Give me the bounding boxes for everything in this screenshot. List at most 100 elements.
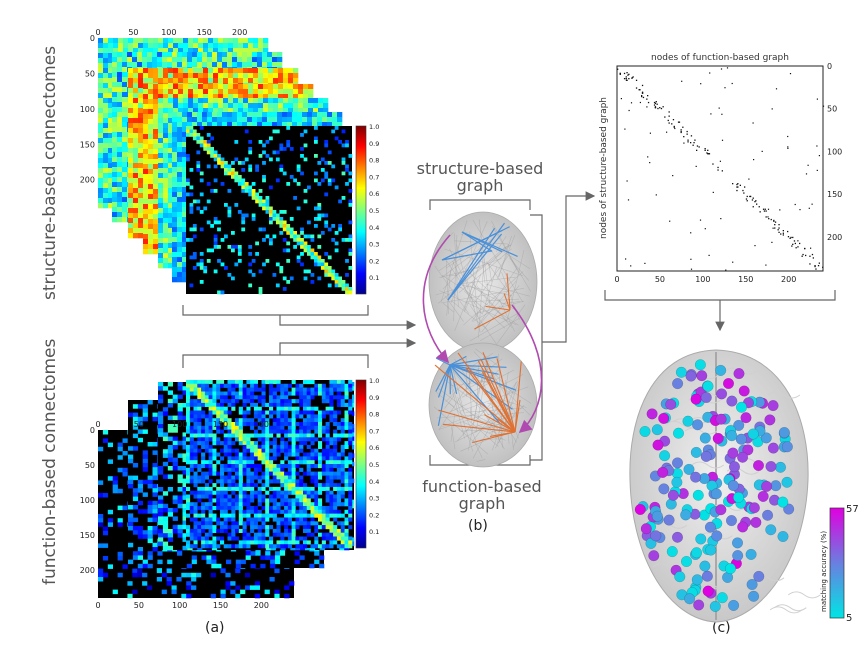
brain-node (665, 398, 677, 410)
function-highlight-edge (449, 364, 507, 368)
brain-node (753, 570, 765, 582)
graph-to-matrix-arrow (542, 191, 596, 343)
function-graph-edge (460, 430, 479, 432)
matrix-dot (653, 104, 656, 106)
brain-node (700, 391, 712, 404)
function-graph-edge (505, 379, 514, 450)
matching-matrix-frame (616, 65, 824, 272)
structure-graph-edge (463, 252, 484, 311)
function-graph-edge (450, 381, 487, 386)
structure-graph-edge (476, 285, 508, 322)
brain-node (680, 509, 692, 521)
matrix-dot (808, 207, 810, 209)
structure-brain-outline (428, 211, 538, 353)
matrix-dot (767, 208, 770, 210)
structure-graph-edge (480, 245, 486, 284)
matrix-ytick: 150 (80, 140, 95, 149)
matrix-dot (669, 220, 671, 222)
matrix-dot (779, 209, 781, 211)
matrix-dot (695, 165, 697, 167)
matrix-dot (627, 199, 630, 201)
structure-graph-edge (454, 233, 459, 307)
function-graph-edge (451, 366, 465, 413)
matrix-dot (744, 186, 746, 188)
colorbar-tick: 0.5 (369, 461, 379, 469)
matrix-dot (690, 135, 693, 137)
matrix-xtick: 50 (128, 28, 138, 37)
structure-graph-edge (487, 244, 510, 267)
matrix-dot (749, 195, 751, 198)
matrix-dot (762, 208, 765, 210)
function-orange-edge (482, 352, 516, 433)
matrix-dot (739, 184, 741, 186)
structure-graph-edge (509, 257, 529, 281)
matrix-dot (799, 209, 801, 211)
caption-c: (c) (712, 620, 731, 636)
brain-node (701, 570, 713, 582)
matrix-dot (717, 169, 719, 171)
matrix-dot (641, 84, 644, 87)
matrix-dot (708, 254, 710, 256)
structure-highlight-edge (461, 231, 518, 257)
function-graph-edge (506, 401, 514, 411)
matrix-dot (772, 227, 774, 229)
graph-top-bracket (429, 199, 531, 210)
matrix-dot (649, 132, 651, 134)
structure-graph-edge (498, 235, 512, 278)
colorbar-tick: 0.3 (369, 241, 379, 249)
structure-highlight-edge (447, 227, 496, 301)
function-graph-edge (457, 403, 491, 441)
matrix-dot (801, 255, 803, 257)
function-highlight-edge (437, 364, 451, 398)
structure-graph-edge (479, 318, 520, 342)
function-graph-edge (480, 368, 501, 387)
structure-graph-edge (475, 300, 524, 314)
brain-node-accuracy-map (629, 349, 821, 623)
function-graph-edge (475, 348, 500, 367)
matrix-dot (657, 107, 659, 110)
brain-node (735, 433, 747, 445)
matrix-dot (816, 98, 818, 100)
brain-gyrus (767, 391, 801, 399)
matrix-dot (699, 219, 702, 221)
matrix-dot (807, 164, 809, 166)
matrix-dot (809, 263, 811, 265)
structure-graph-edge (444, 257, 483, 314)
structure-graph-edge (476, 280, 517, 329)
graph-right-bracket (530, 214, 543, 461)
brain-node (651, 510, 663, 522)
matrix-dot (671, 123, 673, 125)
brain-node (692, 419, 704, 431)
function-graph-edge (444, 379, 486, 410)
function-bottom-tick: 200 (254, 601, 269, 610)
colorbar-tick: 0.2 (369, 511, 379, 519)
brain-node (715, 504, 727, 516)
caption-a: (a) (205, 620, 225, 636)
function-orange-edge (477, 360, 516, 433)
brain-gyrus (684, 427, 718, 435)
function-ytick: 200 (80, 566, 95, 575)
function-graph-edge (438, 368, 480, 431)
brain-node (750, 516, 762, 528)
matrix-dot (686, 133, 688, 135)
matrix-dot (765, 264, 767, 266)
brain-node (747, 428, 759, 440)
matrix-dot (707, 149, 709, 151)
matrix-dot (641, 95, 643, 98)
matrix-dot (623, 78, 626, 80)
brain-gyrus (701, 584, 735, 592)
matrix-dot (635, 87, 638, 89)
function-graph-edge (468, 372, 484, 451)
function-graph-edge (444, 395, 455, 409)
matrix-dot (625, 258, 627, 260)
matrix-xtick: 100 (161, 28, 176, 37)
matrix-xtick: 200 (232, 28, 247, 37)
colorbar-tick: 0.3 (369, 495, 379, 503)
matrix-bracket (604, 290, 836, 301)
structure-graph-edge (457, 258, 502, 275)
brain-node (711, 530, 723, 542)
function-graph-edge (445, 382, 465, 403)
brain-node (640, 523, 652, 535)
function-graph-edge (466, 372, 497, 390)
matrix-dot (696, 149, 698, 151)
